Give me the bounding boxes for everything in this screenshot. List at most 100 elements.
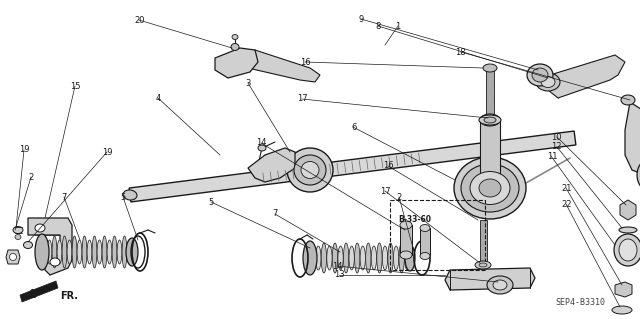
Ellipse shape: [479, 263, 487, 267]
Polygon shape: [620, 200, 636, 220]
Ellipse shape: [52, 236, 57, 268]
Bar: [480, 120, 500, 182]
Ellipse shape: [92, 236, 97, 268]
Ellipse shape: [614, 234, 640, 266]
Polygon shape: [625, 102, 640, 175]
Ellipse shape: [483, 64, 497, 72]
Ellipse shape: [327, 246, 332, 270]
Ellipse shape: [484, 117, 496, 123]
Ellipse shape: [67, 240, 72, 264]
Ellipse shape: [619, 227, 637, 233]
Text: 11: 11: [547, 152, 557, 161]
Ellipse shape: [123, 190, 137, 200]
Polygon shape: [215, 48, 258, 78]
Ellipse shape: [612, 306, 632, 314]
Text: 7: 7: [273, 209, 278, 218]
Ellipse shape: [344, 243, 349, 273]
Ellipse shape: [382, 246, 388, 270]
Text: 20: 20: [134, 16, 145, 25]
Ellipse shape: [72, 236, 77, 268]
Ellipse shape: [24, 241, 33, 249]
Ellipse shape: [454, 157, 526, 219]
Ellipse shape: [303, 241, 317, 275]
Ellipse shape: [97, 240, 102, 264]
Ellipse shape: [13, 226, 23, 234]
Text: 10: 10: [552, 133, 562, 142]
Ellipse shape: [532, 68, 548, 82]
Bar: [420, 228, 430, 256]
Ellipse shape: [637, 160, 640, 190]
Polygon shape: [28, 218, 72, 275]
Ellipse shape: [541, 77, 555, 87]
Ellipse shape: [102, 236, 107, 268]
Ellipse shape: [42, 236, 47, 268]
Ellipse shape: [371, 246, 376, 270]
Polygon shape: [129, 131, 576, 202]
Ellipse shape: [479, 115, 501, 125]
Ellipse shape: [232, 34, 238, 40]
Bar: [480, 220, 487, 265]
Ellipse shape: [360, 246, 365, 270]
Ellipse shape: [479, 179, 501, 197]
Ellipse shape: [117, 240, 122, 264]
Polygon shape: [20, 281, 58, 302]
Ellipse shape: [112, 236, 117, 268]
Text: 16: 16: [383, 161, 394, 170]
Ellipse shape: [287, 148, 333, 192]
Ellipse shape: [35, 224, 45, 232]
Text: 8: 8: [375, 22, 380, 31]
Ellipse shape: [527, 64, 553, 86]
Text: 2: 2: [397, 193, 402, 202]
Ellipse shape: [338, 246, 343, 270]
Ellipse shape: [355, 243, 360, 273]
Text: 17: 17: [380, 187, 390, 196]
Polygon shape: [548, 55, 625, 98]
Ellipse shape: [394, 246, 399, 270]
Ellipse shape: [475, 261, 491, 269]
Text: 5: 5: [120, 193, 125, 202]
Ellipse shape: [400, 251, 412, 259]
Ellipse shape: [50, 258, 60, 266]
Ellipse shape: [487, 276, 513, 294]
Ellipse shape: [480, 114, 500, 126]
Text: 17: 17: [297, 94, 307, 103]
Text: 9: 9: [359, 15, 364, 24]
Ellipse shape: [536, 73, 560, 91]
Ellipse shape: [461, 164, 519, 212]
Text: 6: 6: [351, 123, 356, 132]
Ellipse shape: [621, 95, 635, 105]
Text: 12: 12: [552, 142, 562, 151]
Ellipse shape: [15, 234, 21, 240]
Ellipse shape: [405, 245, 415, 271]
Ellipse shape: [316, 246, 321, 270]
Ellipse shape: [301, 161, 319, 179]
Text: FR.: FR.: [60, 291, 78, 301]
Ellipse shape: [619, 239, 637, 261]
Text: 1: 1: [396, 22, 401, 31]
Ellipse shape: [400, 221, 412, 229]
Ellipse shape: [365, 243, 371, 273]
Ellipse shape: [388, 243, 393, 273]
Text: 7: 7: [61, 193, 67, 202]
Text: 13: 13: [334, 271, 344, 279]
Bar: [390, 200, 485, 270]
Text: B-33-60: B-33-60: [398, 215, 431, 224]
Ellipse shape: [10, 254, 17, 261]
Ellipse shape: [332, 243, 338, 273]
Ellipse shape: [377, 243, 382, 273]
Text: 3: 3: [246, 79, 251, 88]
Ellipse shape: [122, 236, 127, 268]
Text: 16: 16: [300, 58, 310, 67]
Ellipse shape: [107, 240, 112, 264]
Text: 14: 14: [332, 262, 342, 271]
Ellipse shape: [321, 243, 326, 273]
Polygon shape: [445, 268, 535, 290]
Ellipse shape: [82, 236, 87, 268]
Text: 14: 14: [256, 138, 266, 147]
Text: 19: 19: [102, 148, 113, 157]
Ellipse shape: [57, 240, 62, 264]
Ellipse shape: [349, 246, 355, 270]
Text: 18: 18: [456, 48, 466, 57]
Ellipse shape: [77, 240, 82, 264]
Text: 5: 5: [209, 198, 214, 207]
